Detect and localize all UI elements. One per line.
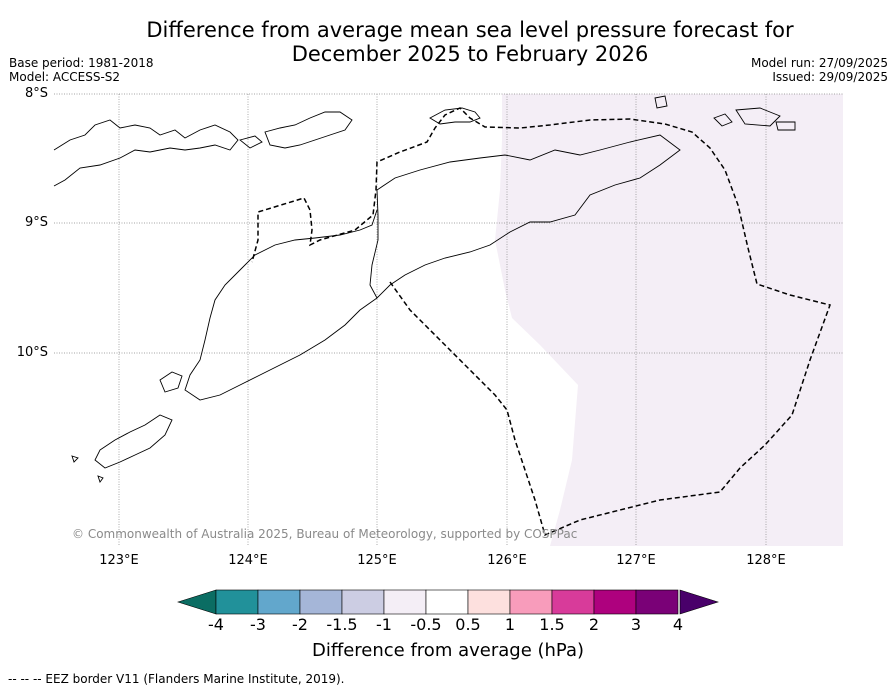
colorbar-segment	[509, 589, 553, 615]
lon-label-126e: 126°E	[487, 553, 527, 568]
colorbar-tick-label: -1	[376, 615, 392, 634]
lat-label-8s: 8°S	[24, 86, 48, 101]
colorbar-extend-left	[177, 589, 217, 615]
chart-title: Difference from average mean sea level p…	[140, 18, 800, 66]
meta-right: Model run: 27/09/2025 Issued: 29/09/2025	[751, 56, 888, 84]
meta-left: Base period: 1981-2018 Model: ACCESS-S2	[9, 56, 154, 84]
colorbar-segment	[467, 589, 511, 615]
coastline-alor	[264, 111, 353, 149]
coastline-islet-5	[735, 107, 781, 127]
colorbar-segment	[425, 589, 469, 615]
coastline-timor-south	[184, 209, 378, 401]
colorbar-tick-label: 2	[588, 615, 600, 634]
model-run: Model run: 27/09/2025	[750, 56, 888, 70]
colorbar	[177, 589, 719, 615]
colorbar-segment	[257, 589, 301, 615]
colorbar-segment	[593, 589, 637, 615]
coastline-sawu	[94, 414, 173, 469]
coastline-timor-north	[369, 134, 681, 299]
coastline-islet-2	[97, 475, 104, 483]
lon-label-128e: 128°E	[746, 553, 786, 568]
colorbar-tick-label: -0.5	[410, 615, 442, 634]
anomaly-shaded-region	[495, 94, 843, 546]
lon-label-127e: 127°E	[616, 553, 656, 568]
colorbar-tick-label: -2	[292, 615, 308, 634]
title-line-1: Difference from average mean sea level p…	[146, 18, 794, 42]
colorbar-segment	[635, 589, 679, 615]
coastline-islet-1	[71, 455, 79, 463]
colorbar-tick-label: 4	[672, 615, 684, 634]
colorbar-segment	[215, 589, 259, 615]
eez-footnote: -- -- -- EEZ border V11 (Flanders Marine…	[8, 672, 345, 686]
colorbar-segments	[215, 589, 679, 615]
coastline-islet-4	[713, 113, 733, 127]
colorbar-tick-label: 1	[504, 615, 516, 634]
colorbar-tick-label: -3	[250, 615, 266, 634]
coastline-wetar	[429, 107, 481, 125]
map-panel	[53, 93, 843, 546]
coastline-island-small-1	[239, 135, 263, 149]
eez-border-timor-leste	[251, 107, 831, 537]
colorbar-segment	[341, 589, 385, 615]
colorbar-tick-label: 1.5	[539, 615, 565, 634]
model-name: Model: ACCESS-S2	[9, 70, 121, 84]
lon-label-125e: 125°E	[357, 553, 397, 568]
colorbar-extend-right	[679, 589, 719, 615]
colorbar-segment	[551, 589, 595, 615]
coastlines	[53, 95, 796, 483]
coastline-islet-3	[654, 95, 668, 109]
colorbar-tick-label: 0.5	[455, 615, 481, 634]
coastline-islet-6	[775, 121, 796, 131]
graticule	[54, 93, 843, 546]
lat-label-10s: 10°S	[16, 345, 48, 360]
coastline-rote	[159, 371, 183, 393]
colorbar-segment	[383, 589, 427, 615]
coastline-flores	[53, 119, 239, 187]
lon-label-124e: 124°E	[228, 553, 268, 568]
lon-label-123e: 123°E	[99, 553, 139, 568]
colorbar-tick-label: 3	[630, 615, 642, 634]
colorbar-tick-label: -4	[208, 615, 224, 634]
base-period: Base period: 1981-2018	[9, 56, 154, 70]
colorbar-tick-label: -1.5	[326, 615, 358, 634]
lat-label-9s: 9°S	[24, 215, 48, 230]
copyright-notice: © Commonwealth of Australia 2025, Bureau…	[72, 527, 578, 541]
eez-borders	[251, 107, 831, 537]
colorbar-label: Difference from average (hPa)	[311, 640, 585, 661]
title-line-2: December 2025 to February 2026	[291, 42, 649, 66]
issued-date: Issued: 29/09/2025	[772, 70, 888, 84]
colorbar-segment	[299, 589, 343, 615]
